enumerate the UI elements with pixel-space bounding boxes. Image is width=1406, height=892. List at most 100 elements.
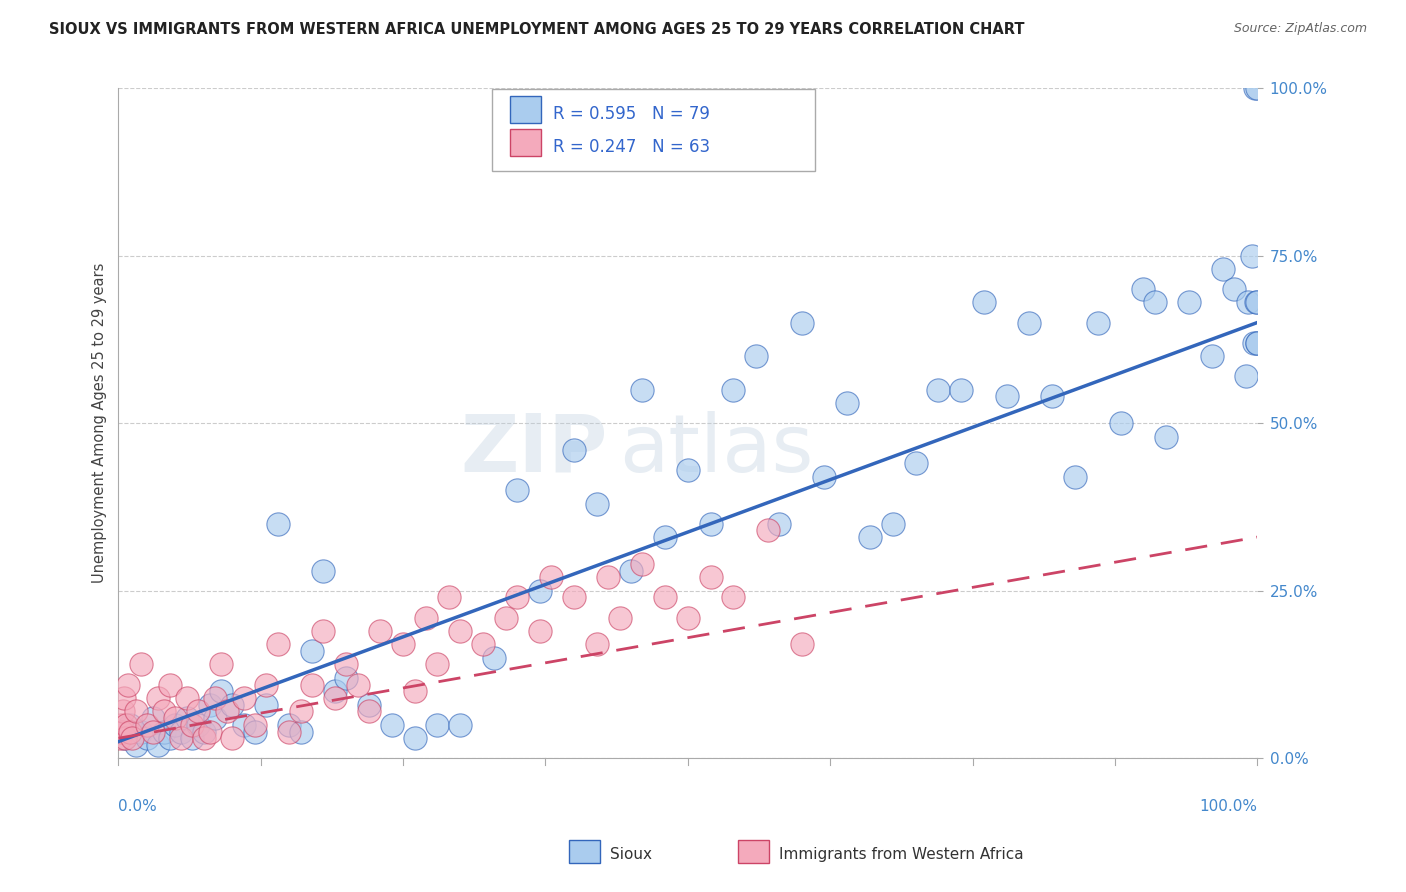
Point <box>585 637 607 651</box>
Point <box>837 396 859 410</box>
Point <box>723 383 745 397</box>
Point <box>654 591 676 605</box>
Point <box>1212 261 1234 276</box>
Point <box>118 718 141 732</box>
Point <box>176 711 198 725</box>
Text: R = 0.247   N = 63: R = 0.247 N = 63 <box>553 138 710 156</box>
Point <box>290 724 312 739</box>
Text: 100.0%: 100.0% <box>1199 798 1257 814</box>
Text: Immigrants from Western Africa: Immigrants from Western Africa <box>779 847 1024 862</box>
Point <box>323 684 346 698</box>
Point <box>1109 416 1132 430</box>
Point <box>170 731 193 746</box>
Point <box>1237 295 1260 310</box>
Point <box>1234 369 1257 384</box>
Point <box>449 624 471 638</box>
Point <box>562 591 585 605</box>
Point <box>585 497 607 511</box>
Point <box>631 383 654 397</box>
Point <box>290 705 312 719</box>
Point <box>415 610 437 624</box>
Point <box>631 557 654 571</box>
Point <box>204 711 226 725</box>
Point <box>859 530 882 544</box>
Point <box>699 516 721 531</box>
Point <box>142 724 165 739</box>
Text: 0.0%: 0.0% <box>118 798 157 814</box>
Point <box>506 591 529 605</box>
Point <box>676 463 699 477</box>
Text: Sioux: Sioux <box>610 847 652 862</box>
Point <box>484 650 506 665</box>
Point <box>449 718 471 732</box>
Point <box>1087 316 1109 330</box>
Point <box>153 724 176 739</box>
Point <box>995 389 1018 403</box>
Point <box>950 383 973 397</box>
Point <box>357 705 380 719</box>
Point <box>620 564 643 578</box>
Point <box>790 316 813 330</box>
Point <box>129 724 152 739</box>
Point <box>267 516 290 531</box>
Point <box>148 691 170 706</box>
Point <box>232 691 254 706</box>
Point <box>1154 429 1177 443</box>
Point <box>335 657 357 672</box>
Point <box>1246 81 1268 95</box>
Point <box>232 718 254 732</box>
Point <box>256 698 278 712</box>
Point <box>181 731 204 746</box>
Point <box>562 442 585 457</box>
Point <box>381 718 404 732</box>
Point <box>1246 335 1268 350</box>
Point <box>187 705 209 719</box>
Point <box>1223 282 1246 296</box>
Point <box>170 724 193 739</box>
Point <box>243 718 266 732</box>
Point <box>301 644 323 658</box>
Point <box>111 705 134 719</box>
Point <box>135 731 157 746</box>
Point <box>165 718 187 732</box>
Point <box>882 516 904 531</box>
Point <box>121 731 143 746</box>
Y-axis label: Unemployment Among Ages 25 to 29 years: Unemployment Among Ages 25 to 29 years <box>93 263 107 583</box>
Point <box>267 637 290 651</box>
Point <box>813 469 835 483</box>
Point <box>1244 295 1267 310</box>
Point <box>176 691 198 706</box>
Point <box>108 731 131 746</box>
Point <box>723 591 745 605</box>
Point <box>1240 248 1263 262</box>
Point <box>756 524 779 538</box>
Text: SIOUX VS IMMIGRANTS FROM WESTERN AFRICA UNEMPLOYMENT AMONG AGES 25 TO 29 YEARS C: SIOUX VS IMMIGRANTS FROM WESTERN AFRICA … <box>49 22 1025 37</box>
Point <box>1040 389 1063 403</box>
Point <box>124 705 146 719</box>
Point <box>243 724 266 739</box>
Point <box>323 691 346 706</box>
Point <box>256 677 278 691</box>
Text: R = 0.595   N = 79: R = 0.595 N = 79 <box>553 105 710 123</box>
Point <box>193 724 215 739</box>
Point <box>129 657 152 672</box>
Point <box>471 637 494 651</box>
Point <box>790 637 813 651</box>
Point <box>540 570 562 584</box>
Point <box>209 684 232 698</box>
Point <box>301 677 323 691</box>
Point <box>904 456 927 470</box>
Point <box>118 724 141 739</box>
Point <box>112 731 135 746</box>
Point <box>1246 335 1268 350</box>
Point <box>209 657 232 672</box>
Point <box>187 718 209 732</box>
Text: ZIP: ZIP <box>461 411 609 489</box>
Point <box>506 483 529 498</box>
Point <box>159 731 181 746</box>
Point <box>193 731 215 746</box>
Point <box>335 671 357 685</box>
Point <box>117 677 139 691</box>
Point <box>1132 282 1154 296</box>
Point <box>110 718 132 732</box>
